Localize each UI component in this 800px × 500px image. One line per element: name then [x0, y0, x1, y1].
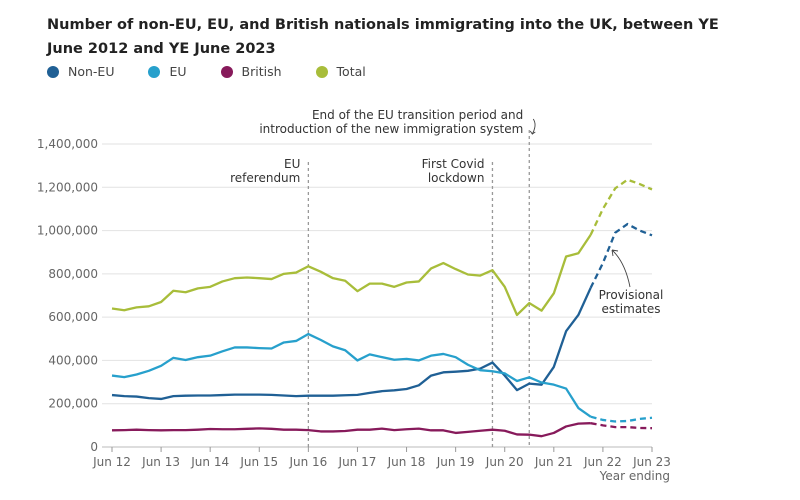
- annotation-covid-line1: First Covid: [422, 157, 485, 171]
- series-line-british: [111, 422, 591, 438]
- legend-swatch: [47, 65, 59, 78]
- y-tick-label: 600,000: [48, 310, 98, 324]
- legend-swatch: [148, 65, 161, 78]
- y-tick-label: 1,400,000: [37, 137, 98, 151]
- annotation-provisional-line2: estimates: [601, 302, 660, 316]
- x-tick-label: Jun 17: [338, 455, 377, 469]
- legend-label: EU: [169, 64, 187, 79]
- y-tick-label: 400,000: [48, 353, 98, 367]
- annotation-provisional-line1: Provisional: [599, 288, 664, 302]
- series-provisional-line-eu: [590, 415, 653, 423]
- x-tick-label: Jun 14: [190, 455, 229, 469]
- x-tick-label: Jun 23: [632, 455, 671, 469]
- legend: Non-EU EU British Total: [47, 64, 400, 79]
- legend-item-non-eu: Non-EU: [47, 64, 114, 79]
- series-provisional-line-british: [590, 422, 653, 430]
- chart-title: Number of non-EU, EU, and British nation…: [47, 17, 719, 57]
- annotation-covid-line2: lockdown: [428, 171, 485, 185]
- x-tick-label: Jun 12: [92, 455, 131, 469]
- legend-label: British: [241, 64, 282, 79]
- series-provisional-line-total: [589, 178, 653, 236]
- arrow-icon: [529, 118, 536, 135]
- x-tick-label: Jun 13: [141, 455, 180, 469]
- annotation-transition-line2: introduction of the new immigration syst…: [259, 122, 523, 136]
- legend-item-british: British: [220, 64, 282, 79]
- y-tick-label: 1,000,000: [37, 224, 98, 238]
- y-tick-label: 200,000: [48, 397, 98, 411]
- annotation-eu-referendum-line2: referendum: [230, 171, 300, 185]
- y-tick-label: 800,000: [48, 267, 98, 281]
- arrow-icon: [611, 249, 631, 288]
- series-provisional-line-non-eu: [589, 222, 653, 289]
- x-axis-title: Year ending: [599, 469, 670, 483]
- legend-swatch: [220, 65, 233, 78]
- x-tick-label: Jun 19: [436, 455, 475, 469]
- x-tick-label: Jun 21: [534, 455, 573, 469]
- legend-swatch: [315, 65, 328, 78]
- annotation-eu-referendum-line1: EU: [284, 157, 300, 171]
- x-tick-label: Jun 16: [288, 455, 327, 469]
- series-line-non-eu: [111, 287, 592, 401]
- legend-item-eu: EU: [148, 64, 187, 79]
- y-tick-label: 0: [90, 440, 98, 454]
- series-line-total: [111, 234, 592, 317]
- annotation-transition-line1: End of the EU transition period and: [312, 108, 523, 122]
- x-tick-label: Jun 18: [387, 455, 426, 469]
- legend-label: Non-EU: [68, 64, 115, 79]
- legend-item-total: Total: [315, 64, 366, 79]
- y-tick-label: 1,200,000: [37, 180, 98, 194]
- legend-label: Total: [336, 64, 366, 79]
- series-line-eu: [111, 332, 592, 418]
- x-tick-label: Jun 20: [485, 455, 524, 469]
- x-tick-label: Jun 22: [583, 455, 622, 469]
- x-tick-label: Jun 15: [239, 455, 278, 469]
